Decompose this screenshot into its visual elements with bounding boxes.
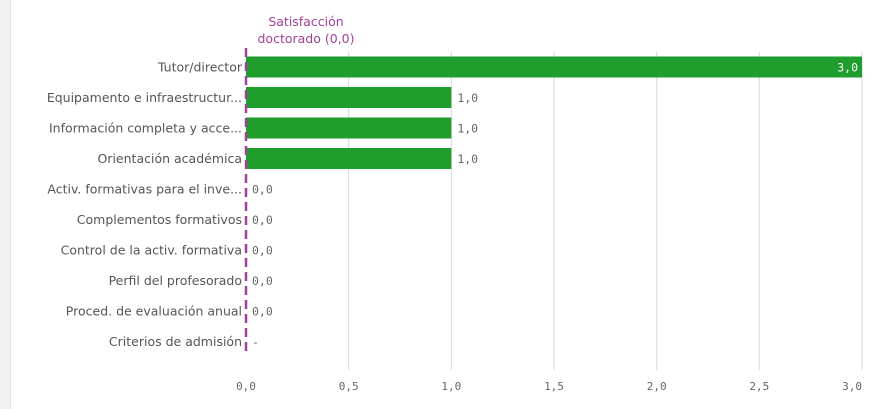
x-tick-label: 2,0 bbox=[647, 380, 667, 393]
category-label: Perfil del profesorado bbox=[109, 273, 242, 288]
x-tick-label: 2,5 bbox=[749, 380, 769, 393]
category-label: Equipamento e infraestructur... bbox=[47, 90, 242, 105]
bar bbox=[246, 117, 452, 139]
data-label: 1,0 bbox=[457, 122, 478, 136]
reference-line-group: Satisfacción doctorado (0,0) bbox=[244, 14, 355, 352]
x-tick-label: 3,0 bbox=[842, 380, 862, 393]
category-label: Información completa y acce... bbox=[49, 121, 242, 136]
data-label: 0,0 bbox=[252, 305, 273, 319]
category-label: Tutor/director bbox=[157, 60, 243, 75]
data-label: 0,0 bbox=[252, 213, 273, 227]
data-label: 0,0 bbox=[252, 183, 273, 197]
bars bbox=[246, 56, 862, 169]
bar bbox=[246, 148, 452, 169]
panel-edge bbox=[0, 0, 11, 409]
category-labels: Tutor/director Equipamento e infraestruct… bbox=[47, 60, 243, 350]
data-label: 1,0 bbox=[457, 152, 478, 166]
category-label: Proced. de evaluación anual bbox=[66, 304, 242, 319]
reference-line-label: doctorado (0,0) bbox=[258, 31, 355, 46]
x-tick-label: 0,5 bbox=[339, 380, 359, 393]
category-label: Activ. formativas para el inve... bbox=[47, 182, 242, 197]
grid-lines bbox=[348, 52, 863, 370]
category-label: Criterios de admisión bbox=[109, 334, 242, 349]
data-label: - bbox=[252, 335, 259, 349]
data-label: 1,0 bbox=[457, 91, 478, 105]
reference-line-label: Satisfacción bbox=[268, 14, 343, 29]
x-tick-label: 1,5 bbox=[544, 380, 564, 393]
data-labels: 3,0 1,0 1,0 1,0 0,0 0,0 0,0 0,0 0,0 - bbox=[252, 61, 858, 350]
bar bbox=[246, 87, 452, 108]
category-label: Control de la activ. formativa bbox=[61, 243, 242, 258]
x-tick-label: 0,0 bbox=[236, 380, 256, 393]
category-label: Complementos formativos bbox=[77, 212, 242, 227]
data-label: 3,0 bbox=[837, 61, 858, 75]
data-label: 0,0 bbox=[252, 244, 273, 258]
data-label: 0,0 bbox=[252, 274, 273, 288]
category-label: Orientación académica bbox=[97, 151, 242, 166]
x-tick-label: 1,0 bbox=[441, 380, 461, 393]
bar bbox=[246, 56, 862, 78]
x-axis-tick-labels: 0,0 0,5 1,0 1,5 2,0 2,5 3,0 bbox=[236, 380, 862, 393]
